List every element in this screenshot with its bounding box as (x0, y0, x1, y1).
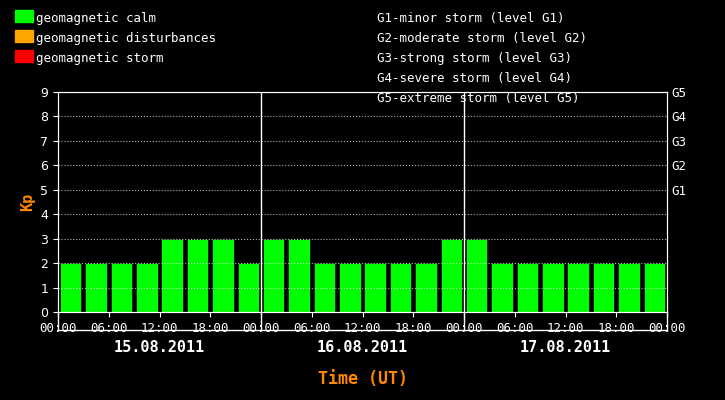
Bar (263, 239, 284, 312)
Bar (441, 239, 462, 312)
Bar (136, 263, 157, 312)
Bar (314, 263, 335, 312)
Bar (60, 263, 81, 312)
Text: geomagnetic storm: geomagnetic storm (36, 52, 164, 65)
Bar (517, 263, 538, 312)
Text: 17.08.2011: 17.08.2011 (520, 340, 611, 355)
Text: geomagnetic calm: geomagnetic calm (36, 12, 157, 25)
Bar (187, 239, 208, 312)
Bar (111, 263, 132, 312)
Text: G4-severe storm (level G4): G4-severe storm (level G4) (377, 72, 572, 85)
Bar (593, 263, 614, 312)
Text: Time (UT): Time (UT) (318, 370, 407, 388)
Bar (339, 263, 360, 312)
Bar (542, 263, 563, 312)
Text: 16.08.2011: 16.08.2011 (317, 340, 408, 355)
Bar (365, 263, 386, 312)
Bar (238, 263, 259, 312)
Text: geomagnetic disturbances: geomagnetic disturbances (36, 32, 216, 45)
Bar (390, 263, 411, 312)
Bar (618, 263, 639, 312)
Text: G2-moderate storm (level G2): G2-moderate storm (level G2) (377, 32, 587, 45)
Text: G3-strong storm (level G3): G3-strong storm (level G3) (377, 52, 572, 65)
Bar (466, 239, 487, 312)
Text: G1-minor storm (level G1): G1-minor storm (level G1) (377, 12, 565, 25)
Bar (492, 263, 513, 312)
Text: 15.08.2011: 15.08.2011 (114, 340, 205, 355)
Y-axis label: Kp: Kp (20, 193, 35, 211)
Bar (289, 239, 310, 312)
Bar (162, 239, 183, 312)
Text: G5-extreme storm (level G5): G5-extreme storm (level G5) (377, 92, 579, 105)
Bar (644, 263, 665, 312)
Bar (415, 263, 436, 312)
Bar (86, 263, 107, 312)
Bar (568, 263, 589, 312)
Bar (212, 239, 233, 312)
